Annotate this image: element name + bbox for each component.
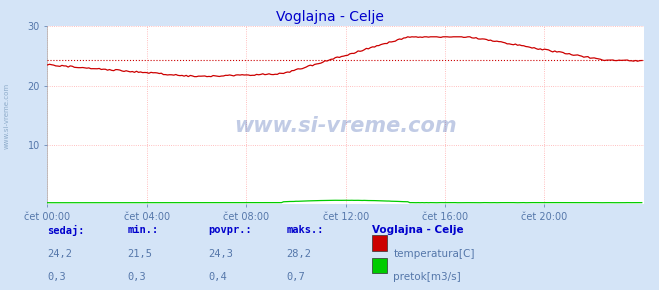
Text: www.si-vreme.com: www.si-vreme.com xyxy=(235,116,457,136)
Text: maks.:: maks.: xyxy=(287,225,324,235)
Text: min.:: min.: xyxy=(127,225,158,235)
Text: Voglajna - Celje: Voglajna - Celje xyxy=(275,10,384,24)
Text: 28,2: 28,2 xyxy=(287,249,312,259)
Text: 0,4: 0,4 xyxy=(208,272,227,282)
Text: 0,7: 0,7 xyxy=(287,272,305,282)
Text: 21,5: 21,5 xyxy=(127,249,152,259)
Text: 0,3: 0,3 xyxy=(127,272,146,282)
Text: 24,3: 24,3 xyxy=(208,249,233,259)
Text: Voglajna - Celje: Voglajna - Celje xyxy=(372,225,464,235)
Text: sedaj:: sedaj: xyxy=(47,225,85,236)
Text: 0,3: 0,3 xyxy=(47,272,66,282)
Text: 24,2: 24,2 xyxy=(47,249,72,259)
Text: www.si-vreme.com: www.si-vreme.com xyxy=(3,83,10,149)
Text: temperatura[C]: temperatura[C] xyxy=(393,249,475,259)
Text: pretok[m3/s]: pretok[m3/s] xyxy=(393,272,461,282)
Text: povpr.:: povpr.: xyxy=(208,225,252,235)
